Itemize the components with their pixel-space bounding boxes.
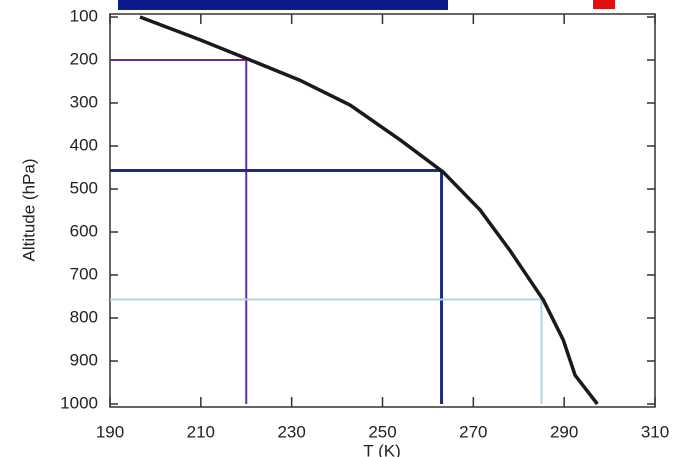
y-tick-label: 600 (70, 221, 98, 240)
x-tick-label: 250 (368, 422, 396, 441)
y-tick-label: 400 (70, 135, 98, 154)
y-tick-label: 900 (70, 350, 98, 369)
x-tick-label: 210 (187, 422, 215, 441)
y-tick-label: 200 (70, 49, 98, 68)
y-tick-label: 1000 (60, 393, 98, 412)
plot-frame (109, 13, 656, 408)
x-tick-label: 310 (641, 422, 669, 441)
x-tick-label: 270 (459, 422, 487, 441)
x-tick-label: 190 (96, 422, 124, 441)
y-tick-label: 300 (70, 92, 98, 111)
y-tick-label: 800 (70, 307, 98, 326)
y-tick-label: 700 (70, 264, 98, 283)
x-tick-label: 290 (550, 422, 578, 441)
y-tick-label: 500 (70, 178, 98, 197)
profile-line (139, 15, 599, 406)
cropped-image-strip (118, 0, 448, 10)
x-tick-label: 230 (277, 422, 305, 441)
cropped-legend-swatch (593, 0, 615, 9)
x-axis-title: T (K) (363, 441, 400, 457)
y-tick-label: 100 (70, 6, 98, 25)
y-axis-title: Altitude (hPa) (19, 159, 38, 262)
